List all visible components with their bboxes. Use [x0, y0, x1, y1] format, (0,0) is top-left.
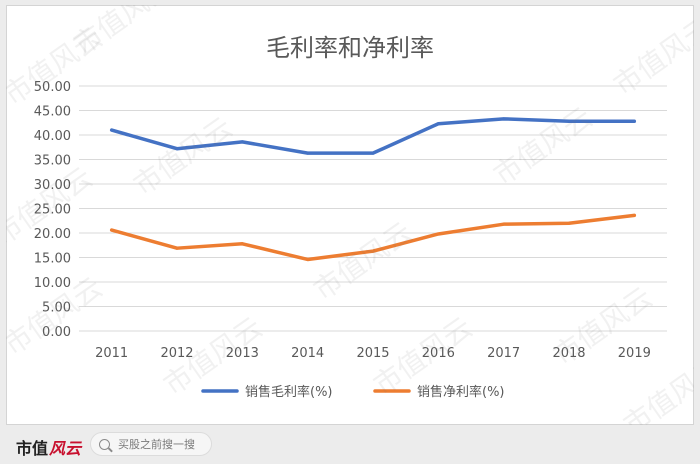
y-tick-label: 25.00: [34, 203, 71, 218]
legend-label: 销售毛利率(%): [245, 384, 333, 400]
data-point: [502, 117, 506, 121]
chart-title: 毛利率和净利率: [266, 34, 434, 62]
x-tick-label: 2017: [487, 346, 520, 361]
data-point: [632, 119, 636, 123]
data-point: [175, 147, 179, 151]
x-tick-label: 2015: [356, 346, 389, 361]
data-point: [436, 232, 440, 236]
search-icon: [99, 438, 110, 450]
legend-label: 销售净利率(%): [417, 384, 505, 400]
series-line-gross-margin: [109, 117, 637, 155]
data-point: [371, 151, 375, 155]
footer-bar: 市值风云 买股之前搜一搜: [0, 425, 700, 464]
search-placeholder: 买股之前搜一搜: [118, 438, 195, 451]
x-tick-label: 2013: [226, 346, 259, 361]
x-tick-label: 2014: [291, 346, 324, 361]
data-point: [502, 222, 506, 226]
data-point: [306, 151, 310, 155]
data-point: [436, 122, 440, 126]
y-tick-label: 45.00: [34, 105, 71, 120]
x-tick-label: 2012: [160, 346, 193, 361]
y-tick-label: 30.00: [34, 178, 71, 193]
data-point: [567, 221, 571, 225]
data-point: [567, 119, 571, 123]
data-point: [371, 249, 375, 253]
y-tick-label: 20.00: [34, 227, 71, 242]
y-tick-label: 0.00: [42, 325, 71, 340]
series-line-net-margin: [109, 213, 637, 262]
data-point: [240, 140, 244, 144]
data-point: [240, 242, 244, 246]
y-tick-label: 35.00: [34, 154, 71, 169]
y-tick-label: 50.00: [34, 80, 71, 95]
y-tick-label: 40.00: [34, 129, 71, 144]
data-point: [110, 228, 114, 232]
data-point: [175, 246, 179, 250]
data-point: [632, 213, 636, 217]
brand-script: 风云: [49, 439, 82, 458]
chart-card: 毛利率和净利率 0.00 5.00 10.00 15.00 20.00 25.00 30.0…: [6, 5, 694, 425]
brand-main: 市值: [16, 439, 49, 458]
line-chart: 0.00 5.00 10.00 15.00 20.00 25.00 30.00 35.00 40…: [34, 80, 667, 400]
x-tick-label: 2011: [95, 346, 128, 361]
y-tick-label: 5.00: [42, 301, 71, 316]
search-bar[interactable]: 买股之前搜一搜: [90, 432, 212, 456]
x-tick-label: 2018: [552, 346, 585, 361]
y-tick-label: 10.00: [34, 276, 71, 291]
data-point: [306, 257, 310, 261]
data-point: [110, 128, 114, 132]
brand-logo[interactable]: 市值风云: [16, 435, 81, 459]
x-tick-label: 2016: [422, 346, 455, 361]
y-tick-label: 15.00: [34, 252, 71, 267]
x-tick-label: 2019: [618, 346, 651, 361]
